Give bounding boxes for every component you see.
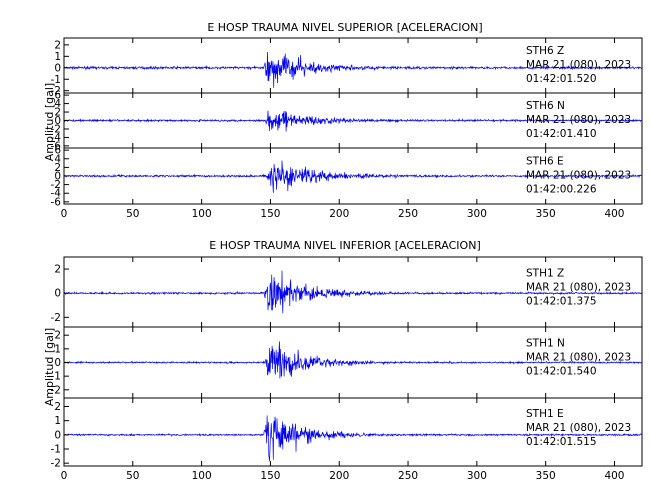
record-time-label: 01:42:01.410 [526,128,597,140]
y-tick-label: -6 [51,140,62,152]
y-tick-label: 1 [54,343,61,355]
y-tick-label: 6 [54,145,61,157]
waveform-trace [63,270,642,314]
x-tick-label: 50 [126,208,139,220]
y-tick-label: -4 [51,188,62,200]
station-channel-label: STH6 N [526,100,565,112]
y-tick-label: -2 [51,85,61,97]
panel-sth1-n: -2-1 0 12 STH1 N MAR 21 (080), 2023 01:42:01.… [51,326,643,399]
station-channel-label: STH1 N [526,338,565,350]
record-date-label: MAR 21 (080), 2023 [526,114,631,126]
upper-figure-title: E HOSP TRAUMA NIVEL SUPERIOR [ACELERACIO… [207,21,482,34]
x-tick-label: 150 [260,208,280,220]
record-date-label: MAR 21 (080), 2023 [526,59,631,71]
x-tick-label: 150 [260,470,280,482]
y-tick-label: 2 [54,401,61,413]
x-tick-label: 300 [467,470,487,482]
x-tick-label: 0 [61,470,68,482]
panel-frame [63,397,643,467]
y-tick-label: -4 [51,132,62,144]
y-tick-label: -2 [51,123,61,135]
waveform-trace [63,110,642,132]
lower-y-axis-label: Amplitud [gal] [43,328,56,406]
y-tick-label: 1 [54,415,61,427]
y-tick-label: -2 [51,312,61,324]
x-tick-label: 250 [398,208,418,220]
y-tick-label: 0 [54,115,61,127]
x-tick-label: 300 [467,208,487,220]
x-tick-label: 200 [329,208,349,220]
x-tick-label: 400 [604,470,624,482]
y-tick-label: 2 [54,39,61,51]
y-tick-label: 4 [54,153,61,165]
station-channel-label: STH6 E [526,155,564,167]
y-tick-label: -2 [51,458,61,470]
record-time-label: 01:42:01.540 [526,366,597,378]
x-tick-label: 100 [192,470,212,482]
y-tick-label: 4 [54,98,61,110]
record-time-label: 01:42:01.515 [526,436,597,448]
station-channel-label: STH1 Z [526,267,564,279]
y-tick-label: 6 [54,90,61,102]
record-date-label: MAR 21 (080), 2023 [526,281,631,293]
y-tick-label: -1 [51,444,61,456]
y-tick-label: -6 [51,196,62,208]
waveform-trace [63,51,642,88]
x-tick-label: 350 [536,208,556,220]
y-tick-label: 0 [54,171,61,183]
y-tick-label: 2 [54,162,61,174]
y-tick-label: 2 [54,107,61,119]
lower-figure-title: E HOSP TRAUMA NIVEL INFERIOR [ACELERACIO… [209,239,480,252]
y-tick-label: -1 [51,74,61,86]
upper-y-axis-label: Amplitud [gal] [43,83,56,161]
y-tick-label: -2 [51,179,61,191]
y-tick-label: -2 [51,384,61,396]
x-tick-label: 50 [126,470,139,482]
record-date-label: MAR 21 (080), 2023 [526,352,631,364]
y-tick-label: 2 [54,330,61,342]
x-tick-label: 250 [398,470,418,482]
panel-sth1-z: -2 0 2 STH1 Z MAR 21 (080), 2023 01:42:01.375 [51,256,643,328]
panel-sth1-e: -2 -1 0 1 2 STH1 E MAR 21 (080), 2023 01:42:01.… [51,397,643,470]
waveform-trace [63,415,642,462]
waveform-trace [63,341,642,379]
waveform-trace [63,160,642,193]
x-tick-label: 200 [329,470,349,482]
station-channel-label: STH1 E [526,408,564,420]
record-date-label: MAR 21 (080), 2023 [526,169,631,181]
record-time-label: 01:42:00.226 [526,183,597,195]
station-channel-label: STH6 Z [526,45,564,57]
y-tick-label: 1 [54,51,61,63]
y-tick-label: 0 [54,429,61,441]
x-tick-label: 400 [604,208,624,220]
y-tick-label: 0 [54,288,61,300]
record-date-label: MAR 21 (080), 2023 [526,422,631,434]
x-tick-label: 100 [192,208,212,220]
y-tick-label: 2 [54,264,61,276]
y-tick-label: -1 [51,371,61,383]
record-time-label: 01:42:01.375 [526,295,597,307]
x-tick-label: 0 [61,208,68,220]
x-tick-label: 350 [536,470,556,482]
y-tick-label: 0 [54,357,61,369]
record-time-label: 01:42:01.520 [526,73,597,85]
y-tick-label: 0 [54,62,61,74]
